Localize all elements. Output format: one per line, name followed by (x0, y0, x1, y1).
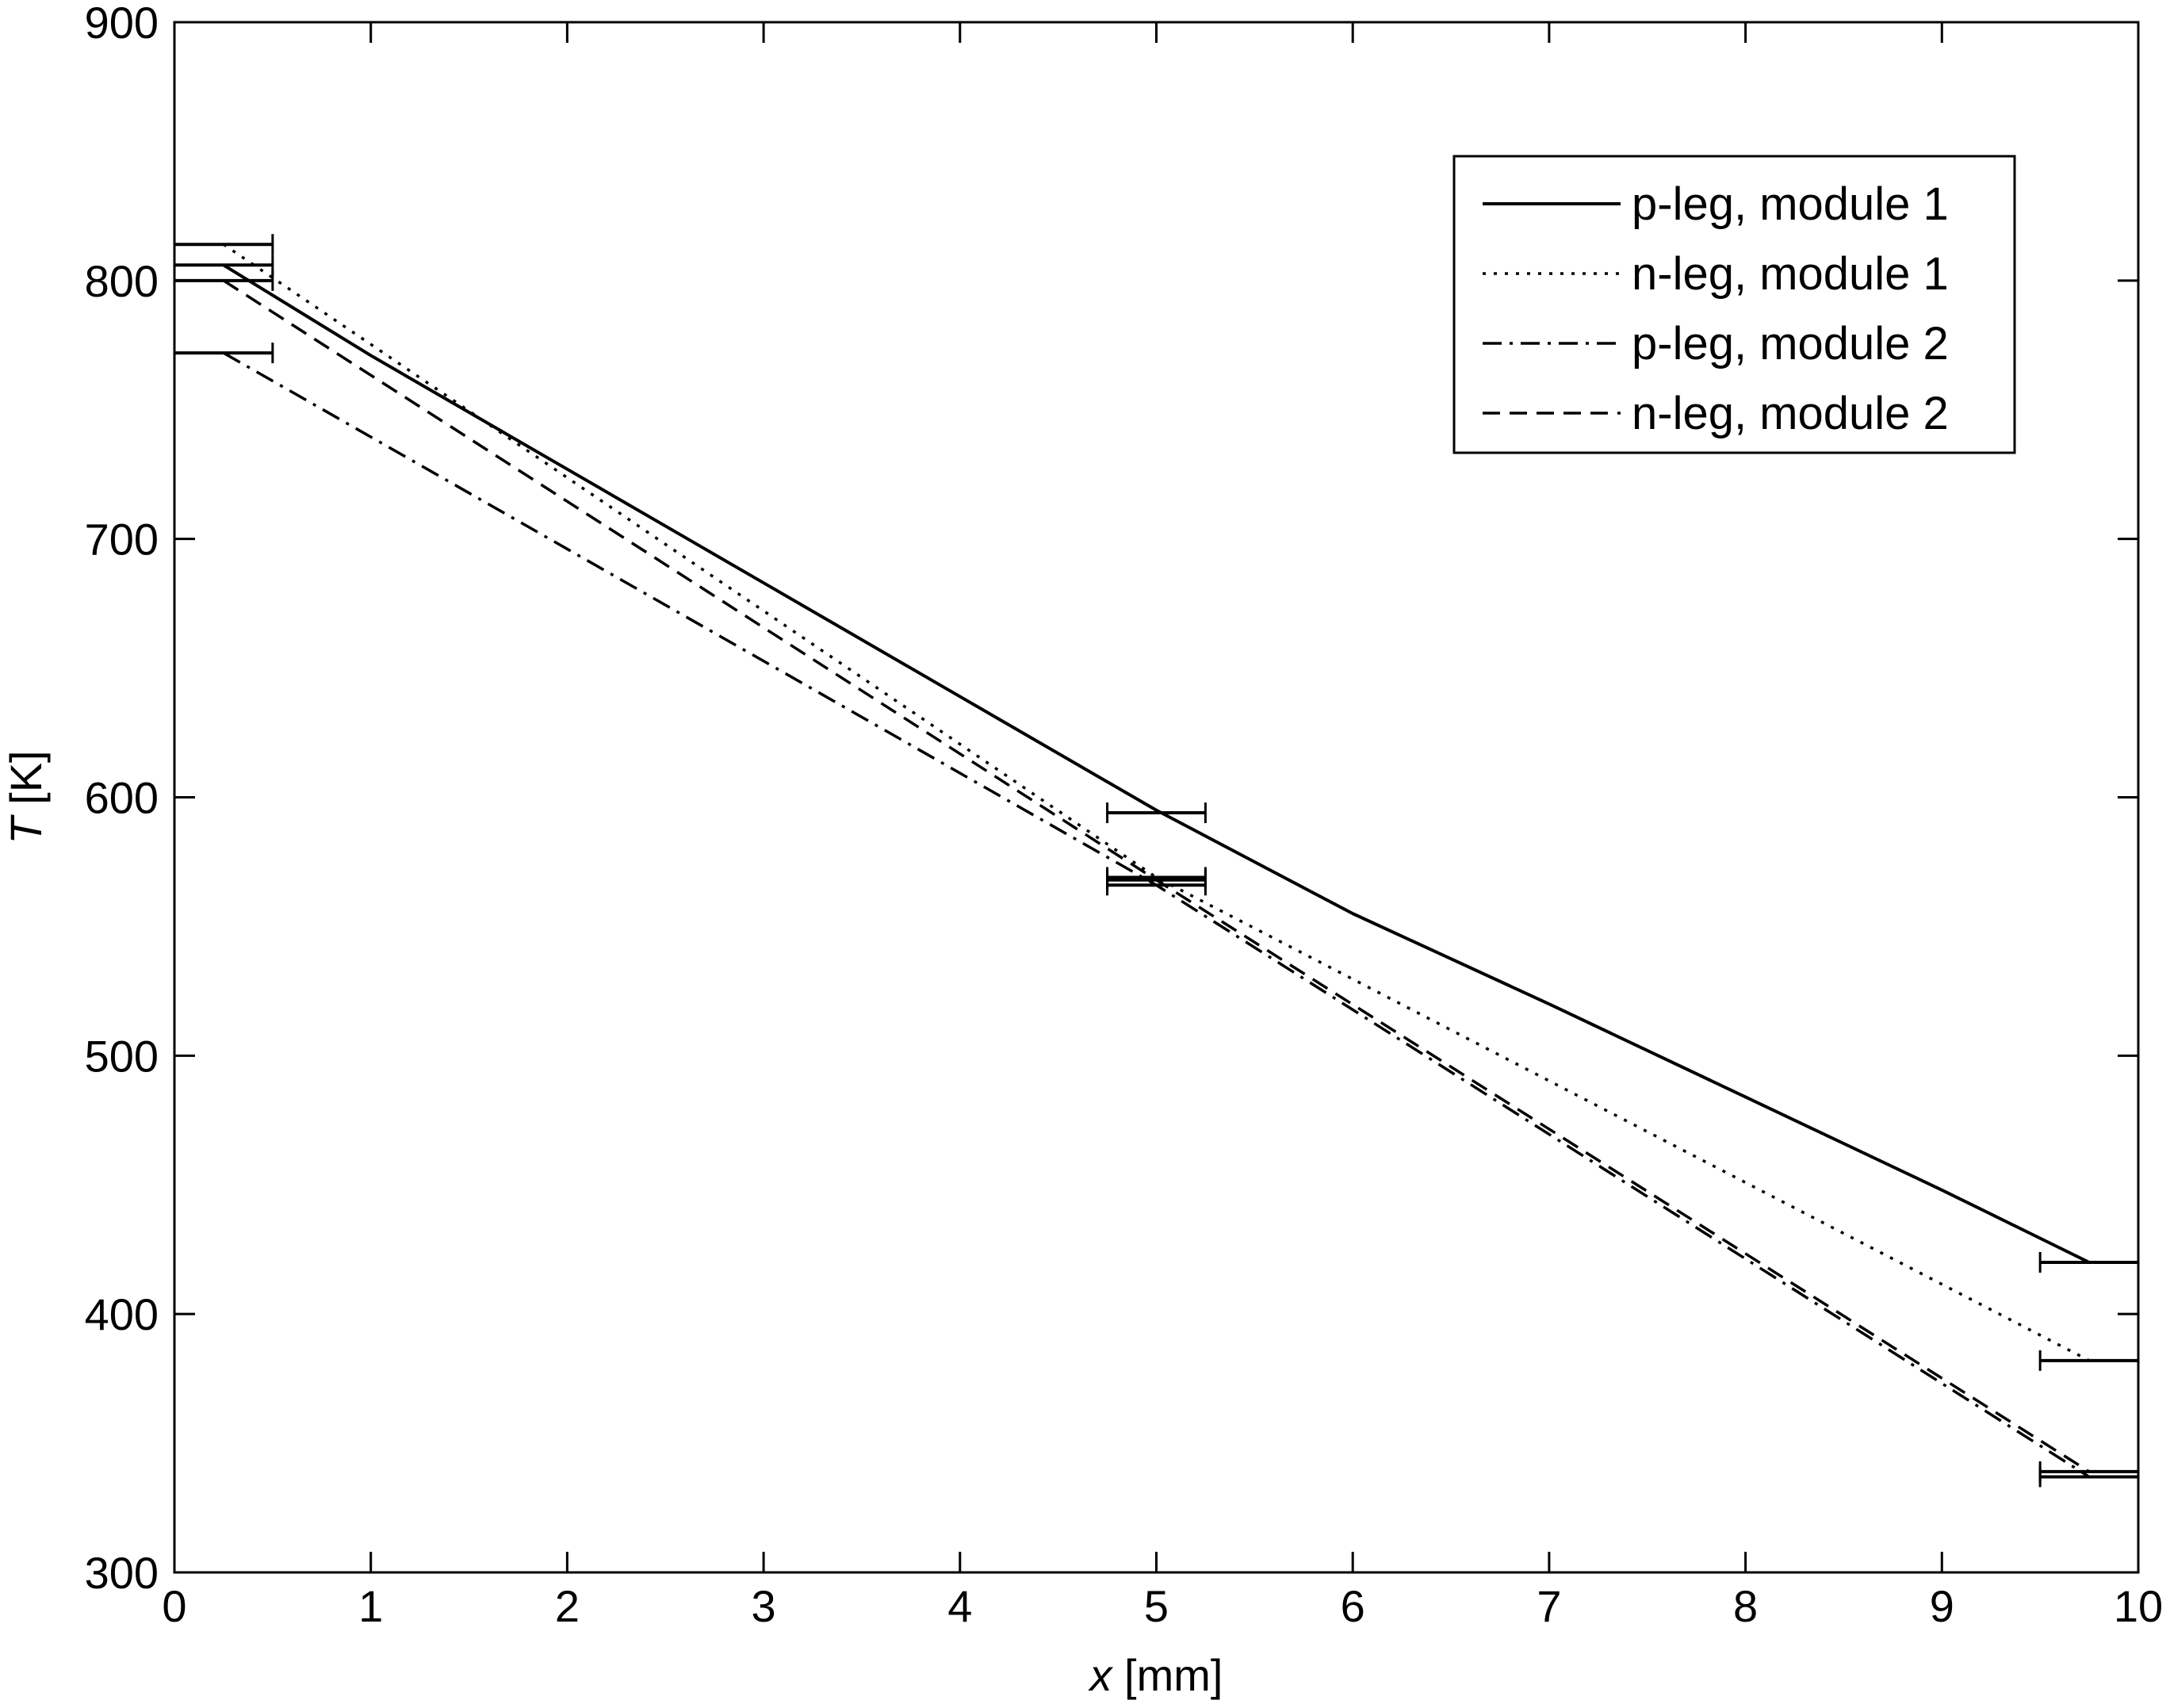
x-tick-label: 1 (358, 1581, 383, 1631)
x-tick-label: 7 (1537, 1581, 1561, 1631)
y-axis-unit: [K] (1, 750, 51, 817)
y-tick-label: 700 (85, 515, 159, 565)
y-tick-label: 600 (85, 773, 159, 823)
legend-label-p-leg-module-2: p-leg, module 2 (1632, 318, 1949, 370)
y-tick-label: 800 (85, 256, 159, 306)
y-axis-label: T [K] (1, 750, 51, 844)
y-tick-label: 500 (85, 1031, 159, 1081)
error-bar-p-leg-module-2 (2038, 1466, 2140, 1488)
x-tick-label: 3 (752, 1581, 776, 1631)
x-tick-label: 6 (1341, 1581, 1365, 1631)
x-tick-label: 9 (1930, 1581, 1954, 1631)
error-bar-n-leg-module-1 (173, 234, 274, 255)
y-axis-variable: T (1, 814, 51, 844)
x-axis-variable: x (1088, 1650, 1114, 1700)
y-tick-label: 900 (85, 0, 159, 48)
error-bar-n-leg-module-2 (1106, 869, 1207, 890)
y-tick-label: 400 (85, 1289, 159, 1339)
error-bar-n-leg-module-1 (2038, 1350, 2140, 1371)
x-tick-label: 4 (947, 1581, 972, 1631)
x-tick-label: 10 (2114, 1581, 2163, 1631)
legend-label-p-leg-module-1: p-leg, module 1 (1632, 178, 1949, 230)
error-bar-p-leg-module-1 (173, 255, 274, 276)
series-line-p-leg-module-2 (223, 351, 2091, 1478)
error-bar-p-leg-module-1 (2038, 1252, 2140, 1273)
legend-box (1452, 155, 2016, 454)
x-tick-label: 5 (1144, 1581, 1169, 1631)
x-axis-unit: [mm] (1112, 1650, 1223, 1700)
legend-label-n-leg-module-1: n-leg, module 1 (1632, 248, 1949, 300)
legend: p-leg, module 1 n-leg, module 1 p-leg, mod… (1452, 155, 2016, 454)
legend-label-n-leg-module-2: n-leg, module 2 (1632, 388, 1949, 439)
y-tick-label: 300 (85, 1548, 159, 1598)
x-axis-label: x [mm] (1088, 1650, 1223, 1700)
series-line-p-leg-module-1 (222, 263, 2090, 1264)
plot-area (173, 234, 2140, 1488)
x-tick-label: 0 (162, 1581, 186, 1631)
error-bar-n-leg-module-2 (2038, 1461, 2140, 1482)
error-bar-p-leg-module-1 (1106, 802, 1207, 824)
error-bar-p-leg-module-2 (173, 343, 274, 364)
x-tick-label: 2 (555, 1581, 580, 1631)
x-tick-label: 8 (1733, 1581, 1758, 1631)
